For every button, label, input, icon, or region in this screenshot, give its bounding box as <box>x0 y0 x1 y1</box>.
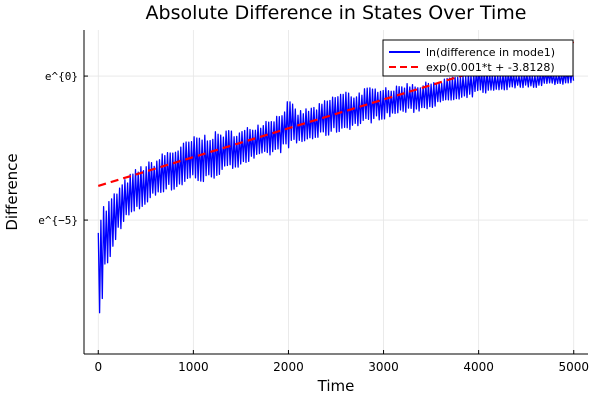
x-tick-label-1: 1000 <box>178 360 209 374</box>
x-tick-label-2: 2000 <box>273 360 304 374</box>
legend-entry-fit: exp(0.001*t + -3.8128) <box>426 61 555 74</box>
x-tick-label-5: 5000 <box>558 360 589 374</box>
y-tick-label-0: e^{0} <box>45 70 78 83</box>
y-tick-label-1: e^{−5} <box>38 214 78 227</box>
legend-entry-series1: ln(difference in mode1) <box>426 46 555 59</box>
x-tick-label-4: 4000 <box>463 360 494 374</box>
y-axis-label: Difference <box>3 153 21 230</box>
x-axis-ticks: 0 1000 2000 3000 4000 5000 <box>94 350 589 374</box>
x-axis-label: Time <box>317 377 355 395</box>
x-tick-label-0: 0 <box>94 360 102 374</box>
legend: ln(difference in mode1) exp(0.001*t + -3… <box>382 39 574 77</box>
plot-area <box>97 40 575 314</box>
chart-title: Absolute Difference in States Over Time <box>146 2 527 24</box>
series-line-fit <box>97 40 575 187</box>
x-tick-label-3: 3000 <box>368 360 399 374</box>
legend-box <box>382 39 574 77</box>
y-axis-ticks: e^{0} e^{−5} <box>38 70 88 227</box>
